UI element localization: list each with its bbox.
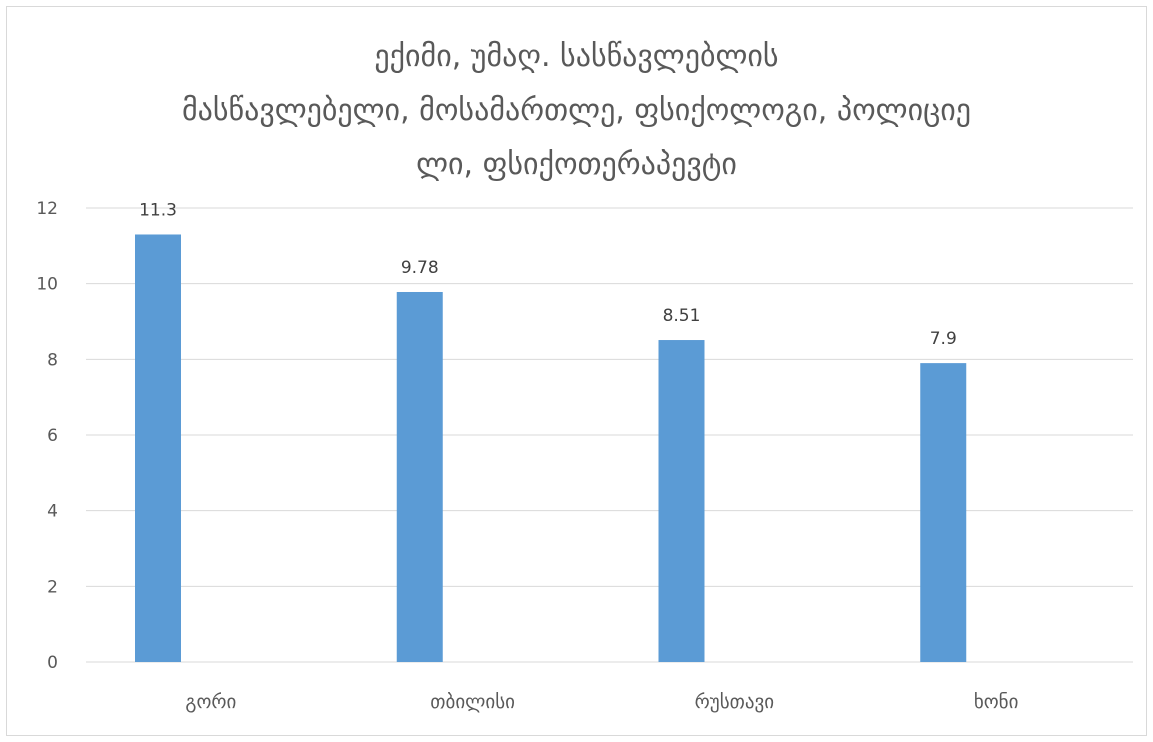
- x-category-label: ხონი: [974, 691, 1019, 713]
- y-tick-label: 12: [36, 199, 58, 219]
- y-tick-label: 8: [47, 350, 58, 370]
- gridlines: [86, 207, 1133, 663]
- bar: [135, 234, 181, 662]
- chart-title: ექიმი, უმაღ. სასწავლებლის მასწავლებელი, …: [60, 30, 1093, 192]
- y-tick-label: 2: [47, 577, 58, 597]
- chart-title-line-3: ლი, ფსიქოთერაპევტი: [416, 147, 737, 182]
- y-axis-tick-labels: 0 2 4 6 8 10 12: [36, 199, 58, 673]
- data-label: 9.78: [401, 258, 439, 278]
- x-axis-category-labels: გორი თბილისი რუსთავი ხონი: [185, 691, 1018, 713]
- data-labels: 11.3 9.78 8.51 7.9: [139, 200, 957, 349]
- x-category-label: თბილისი: [430, 691, 515, 713]
- y-tick-label: 10: [36, 275, 58, 295]
- x-category-label: გორი: [185, 691, 236, 713]
- y-tick-label: 6: [47, 426, 58, 446]
- data-label: 8.51: [663, 306, 701, 326]
- bar: [658, 340, 705, 662]
- data-label: 11.3: [139, 200, 177, 220]
- y-tick-label: 0: [47, 653, 58, 673]
- x-category-label: რუსთავი: [695, 691, 774, 713]
- y-tick-label: 4: [47, 502, 58, 522]
- bar: [920, 363, 967, 662]
- bars: [135, 234, 967, 662]
- chart-title-line-2: მასწავლებელი, მოსამართლე, ფსიქოლოგი, პოლ…: [181, 93, 972, 128]
- chart-title-line-1: ექიმი, უმაღ. სასწავლებლის: [374, 39, 779, 74]
- bar: [396, 291, 443, 662]
- data-label: 7.9: [930, 329, 957, 349]
